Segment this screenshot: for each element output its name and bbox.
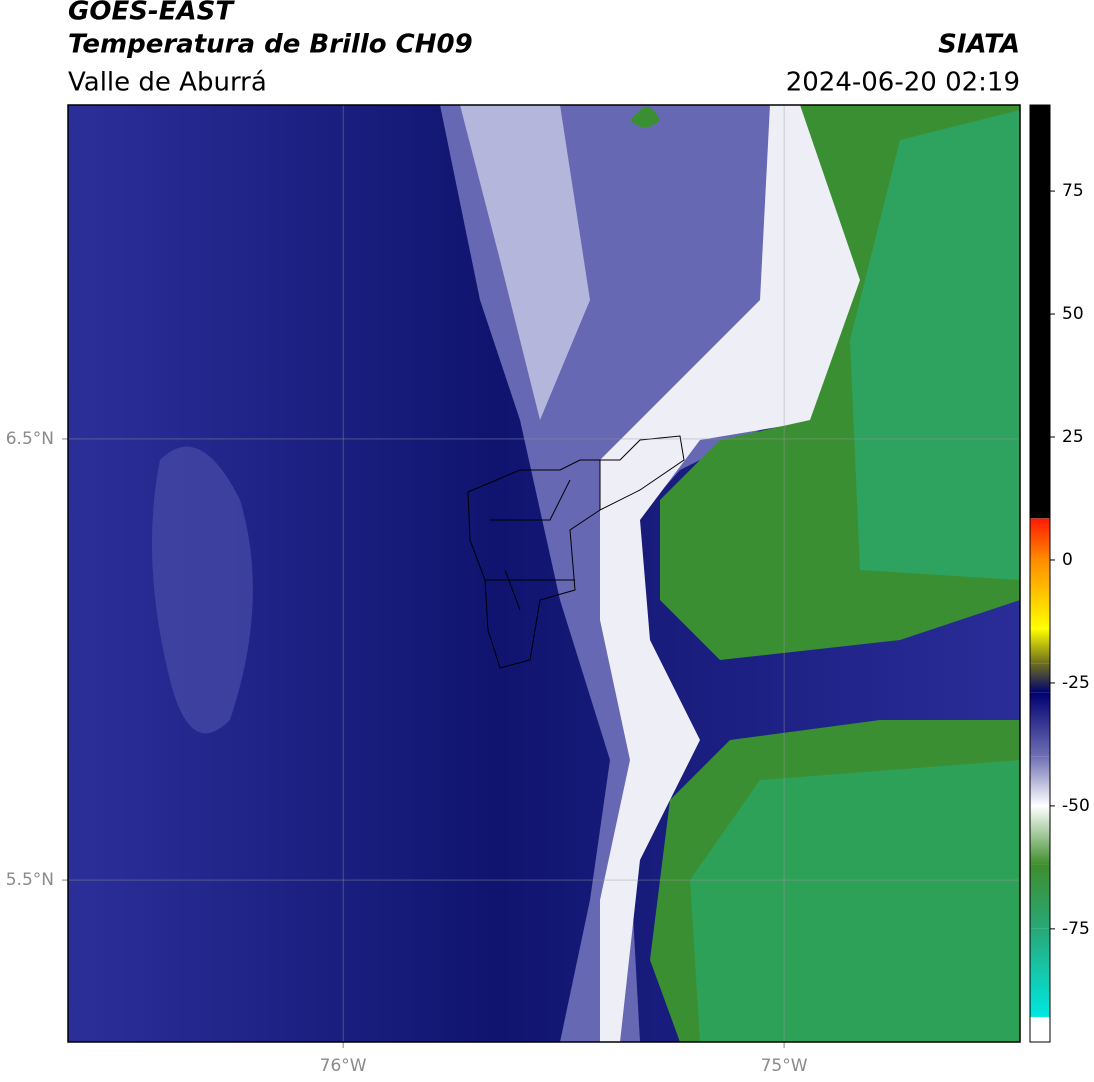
colorbar-segment xyxy=(1030,757,1050,806)
x-tick-label: 76°W xyxy=(320,1056,367,1076)
colorbar-segment xyxy=(1030,519,1050,560)
colorbar-segment xyxy=(1030,693,1050,757)
colorbar-segment xyxy=(1030,806,1050,865)
colorbar-tick-label: -75 xyxy=(1062,919,1090,939)
colorbar-segment xyxy=(1030,663,1050,693)
y-tick-label: 5.5°N xyxy=(6,870,54,890)
colorbar-segment xyxy=(1030,105,1050,518)
subtitle: Temperatura de Brillo CH09 xyxy=(68,30,473,60)
colorbar-tick-label: 75 xyxy=(1062,181,1084,201)
colorbar-segment xyxy=(1030,865,1050,929)
colorbar: 75 50 25 0 -25 -50 -75 xyxy=(1030,105,1090,1042)
colorbar-segment xyxy=(1030,560,1050,629)
colorbar-tick-label: 50 xyxy=(1062,304,1084,324)
title: GOES-EAST xyxy=(68,0,235,27)
x-tick-label: 75°W xyxy=(761,1056,808,1076)
colorbar-tick-label: -25 xyxy=(1062,673,1090,693)
region: Valle de Aburrá xyxy=(68,68,267,98)
colorbar-tick-label: -50 xyxy=(1062,796,1090,816)
y-tick-label: 6.5°N xyxy=(6,429,54,449)
datetime: 2024-06-20 02:19 xyxy=(786,68,1020,98)
colorbar-tick-label: 0 xyxy=(1062,550,1073,570)
colorbar-segment xyxy=(1030,1017,1050,1042)
colorbar-segment xyxy=(1030,929,1050,1017)
source: SIATA xyxy=(938,30,1020,60)
colorbar-segment xyxy=(1030,629,1050,663)
map-field xyxy=(68,105,1020,1042)
colorbar-tick-label: 25 xyxy=(1062,427,1084,447)
